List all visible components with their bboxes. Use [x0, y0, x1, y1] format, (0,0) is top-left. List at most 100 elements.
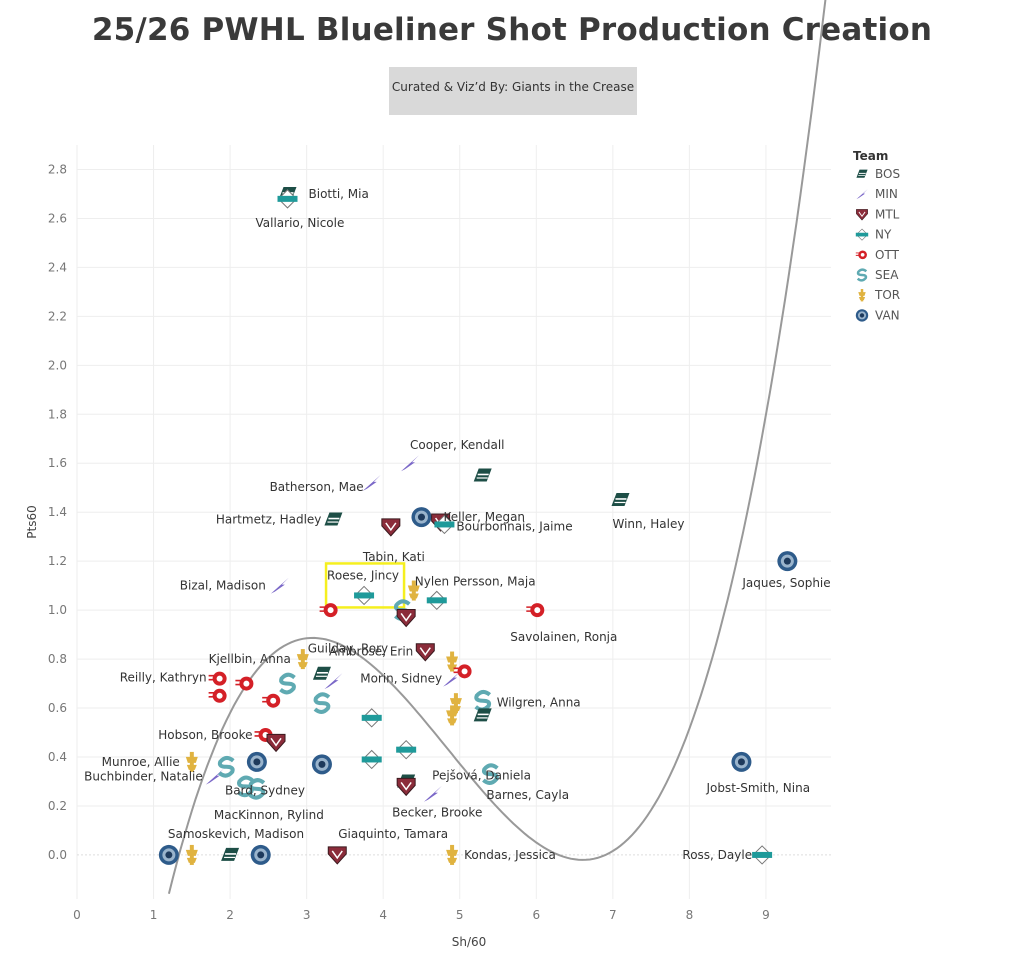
- y-tick-label: 2.6: [48, 211, 67, 225]
- point-label: MacKinnon, Rylind: [214, 808, 324, 822]
- point-label: Wilgren, Anna: [497, 696, 581, 710]
- point-label: Ross, Dayle: [682, 848, 752, 862]
- point-label: Nylen Persson, Maja: [415, 574, 536, 588]
- point-ny: [396, 739, 417, 760]
- x-tick-label: 5: [456, 908, 464, 922]
- legend-label: OTT: [875, 248, 900, 262]
- legend-item-bos: BOS: [856, 167, 900, 181]
- point-label: Bourbonnais, Jaime: [456, 519, 572, 533]
- legend-title: Team: [853, 149, 888, 163]
- legend-item-sea: SEA: [856, 268, 899, 282]
- legend-label: NY: [875, 228, 892, 242]
- x-tick-label: 4: [379, 908, 387, 922]
- grid: [76, 145, 831, 899]
- legend-item-tor: TOR: [858, 288, 900, 302]
- legend-item-ny: NY: [855, 228, 892, 242]
- legend-item-min: MIN: [856, 187, 898, 201]
- point-label: Jobst-Smith, Nina: [705, 781, 810, 795]
- point-ott: [319, 603, 338, 618]
- point-label: Tabin, Kati: [362, 550, 425, 564]
- point-min: [443, 670, 462, 687]
- credit-text: Curated & Viz’d By: Giants in the Crease: [391, 80, 635, 94]
- point-min: [324, 673, 343, 690]
- point-label: Bard, Sydney: [225, 783, 305, 797]
- point-labels: Biotti, Mia Vallario, Nicole Cooper, Kenda…: [84, 187, 830, 862]
- point-bos: [312, 666, 331, 680]
- point-mtl: [266, 733, 286, 753]
- y-tick-label: 2.4: [48, 260, 67, 274]
- point-label: Keller, Megan: [443, 510, 525, 524]
- point-tor: [185, 844, 198, 865]
- point-label: Biotti, Mia: [309, 187, 369, 201]
- credit-box: Curated & Viz’d By: Giants in the Crease: [389, 67, 637, 115]
- point-tor: [185, 751, 198, 772]
- point-ott: [208, 688, 227, 703]
- legend: Team BOS MIN MTL NY OTT SEA TOR VAN: [853, 149, 900, 322]
- point-sea: [279, 672, 296, 695]
- point-label: Bizal, Madison: [180, 579, 266, 593]
- point-min: [400, 455, 419, 472]
- y-tick-label: 1.2: [48, 554, 67, 568]
- point-ott: [526, 603, 545, 618]
- x-tick-label: 7: [609, 908, 617, 922]
- point-sea: [217, 756, 235, 778]
- point-label: Kjellbin, Anna: [209, 652, 291, 666]
- point-label: Pejšová, Daniela: [432, 769, 531, 783]
- x-tick-label: 8: [686, 908, 694, 922]
- legend-label: VAN: [875, 308, 900, 322]
- point-label: Hartmetz, Hadley: [216, 513, 322, 527]
- x-tick-label: 1: [150, 908, 158, 922]
- legend-label: MTL: [875, 207, 900, 221]
- x-axis-title: Sh/60: [452, 935, 487, 949]
- point-ny: [752, 845, 773, 865]
- trend-line: [167, 0, 827, 895]
- point-tor: [296, 649, 309, 670]
- point-label: Barnes, Cayla: [486, 788, 569, 802]
- y-tick-label: 1.8: [48, 407, 67, 421]
- point-tor: [446, 705, 459, 726]
- point-ny: [277, 189, 298, 209]
- point-ny: [426, 590, 447, 611]
- y-tick-label: 2.8: [48, 162, 67, 176]
- point-van: [158, 844, 179, 865]
- point-label: Jaques, Sophie: [741, 576, 830, 590]
- x-tick-label: 0: [73, 908, 81, 922]
- y-tick-label: 0.6: [48, 701, 67, 715]
- points: [158, 186, 798, 865]
- point-bos: [324, 512, 343, 526]
- point-sea: [237, 775, 254, 798]
- point-bos: [473, 708, 492, 722]
- highlight: [324, 562, 406, 609]
- point-min: [362, 474, 381, 491]
- point-label: Batherson, Mae: [270, 480, 364, 494]
- legend-label: TOR: [874, 288, 900, 302]
- y-tick-label: 1.0: [48, 603, 67, 617]
- axes: 0 1 2 3 4 5 6 7 8 9 0.0 0.2 0.4 0.6 0.8 1.0 1.2 1.4 1.6 1.8…: [25, 162, 770, 949]
- point-ott: [453, 664, 472, 679]
- point-sea: [313, 692, 331, 714]
- point-ny: [361, 749, 382, 770]
- highlight-box: [324, 562, 406, 609]
- trendline: [167, 0, 827, 895]
- point-mtl: [381, 518, 401, 537]
- point-label: Morin, Sidney: [360, 672, 442, 686]
- point-ott: [208, 671, 227, 686]
- point-label: Reilly, Kathryn: [120, 671, 207, 685]
- point-label: Cooper, Kendall: [410, 438, 505, 452]
- legend-label: SEA: [875, 268, 899, 282]
- point-label: Samoskevich, Madison: [168, 827, 304, 841]
- point-label: Vallario, Nicole: [256, 216, 345, 230]
- x-tick-label: 3: [303, 908, 311, 922]
- y-tick-label: 0.8: [48, 652, 67, 666]
- y-tick-label: 1.4: [48, 505, 67, 519]
- point-label: Winn, Haley: [612, 517, 684, 531]
- legend-item-ott: OTT: [855, 248, 900, 262]
- point-min: [205, 768, 224, 785]
- point-ny: [354, 585, 375, 606]
- point-ott: [235, 676, 254, 691]
- point-ny: [434, 514, 455, 535]
- point-min: [270, 577, 289, 594]
- point-min: [423, 785, 442, 802]
- chart-title: 25/26 PWHL Blueliner Shot Production Cre…: [91, 12, 933, 48]
- point-bos: [221, 847, 240, 861]
